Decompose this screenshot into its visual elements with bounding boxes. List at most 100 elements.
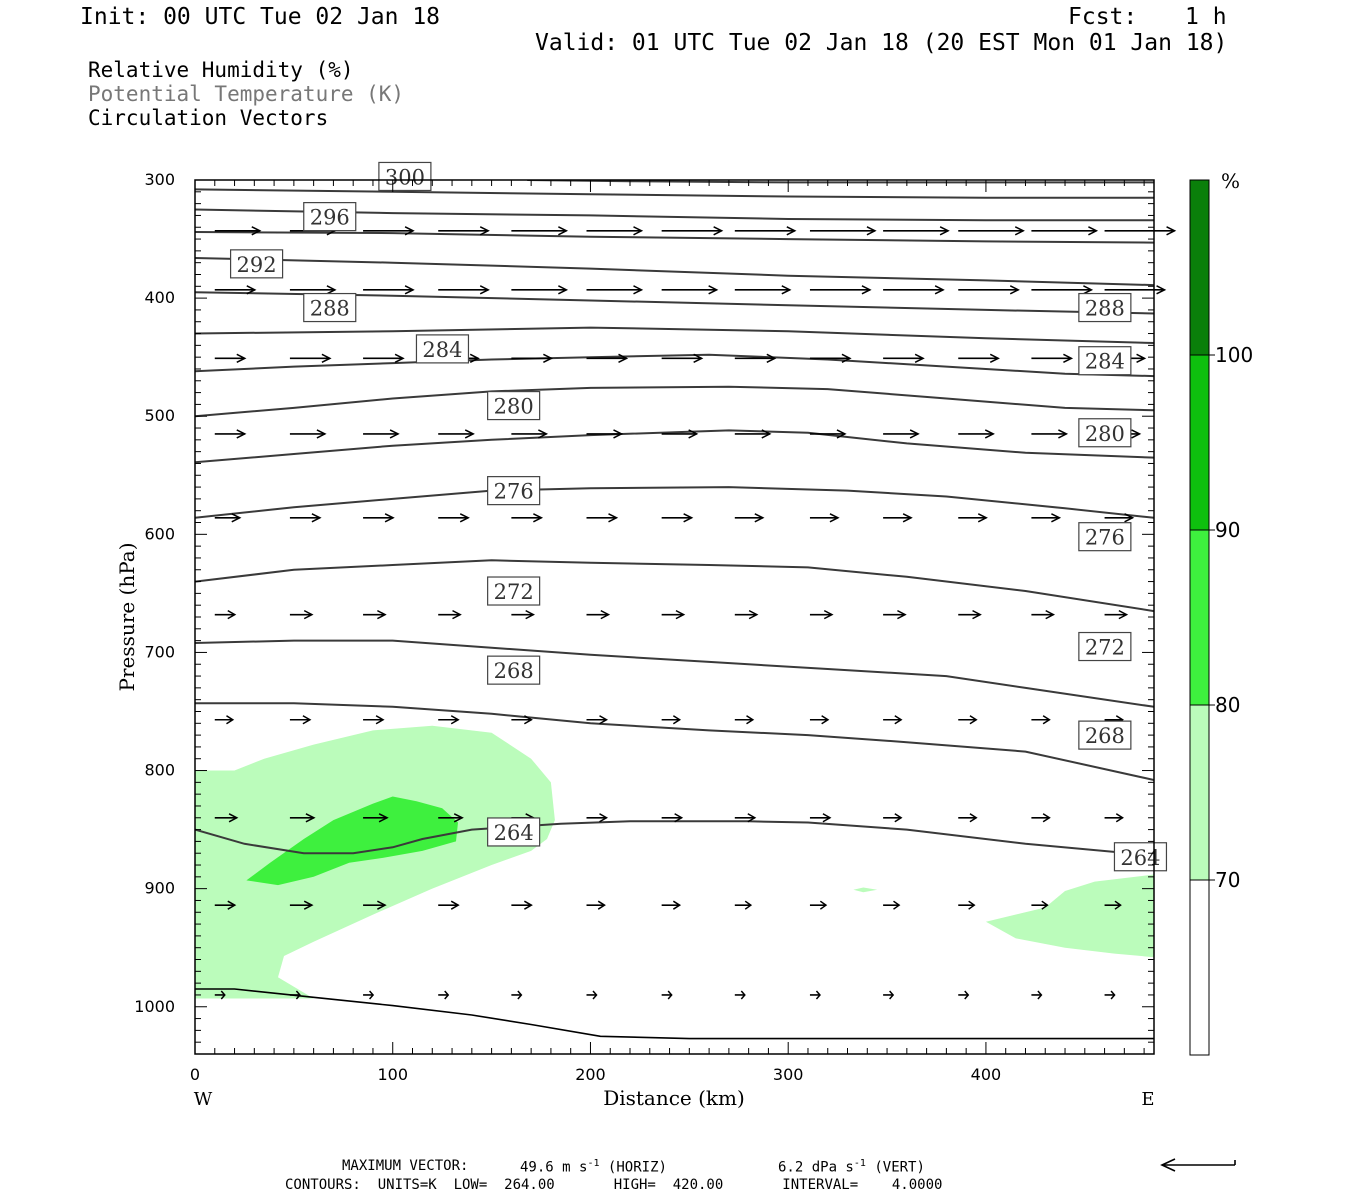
circulation-vector [586,715,609,725]
max-horiz-value: 49.6 m s [520,1159,588,1176]
circulation-vector [511,226,569,236]
circulation-vector [1031,609,1056,620]
contour-label-text: 288 [1085,297,1125,321]
y-tick-label: 400 [144,288,175,307]
circulation-vector [586,353,629,364]
contour-label: 276 [487,476,541,506]
circulation-vector [289,513,322,523]
rh-region-70-80 [195,725,555,999]
colorbar-segment [1189,704,1210,881]
colorbar-level-label: 90 [1215,518,1240,542]
x-axis-label: Distance (km) [603,1086,745,1110]
circulation-vector [809,226,877,236]
x-tick-label: 100 [377,1065,408,1084]
y-tick-label: 1000 [134,997,175,1016]
circulation-vector [1031,226,1099,236]
theta-contour-284 [195,429,1154,464]
colorbar-unit: % [1221,169,1240,193]
circulation-vector [1031,285,1094,295]
circulation-vector [883,353,925,364]
circulation-vector [438,990,450,1000]
theta-contour-292 [195,353,1154,378]
circulation-vector [883,285,945,295]
circulation-vector [809,990,821,1000]
circulation-vector [586,990,598,1000]
contour-label: 284 [415,334,470,364]
circulation-vector [883,609,907,620]
x-tick-label: 400 [971,1065,1002,1084]
circulation-vector [214,353,247,364]
circulation-vector [809,513,840,523]
circulation-vector [511,715,533,725]
valid-time: Valid: 01 UTC Tue 02 Jan 18 (20 EST Mon … [535,30,1228,56]
circulation-vector [438,513,470,523]
circulation-vector [809,429,847,439]
circulation-vector [661,353,704,364]
contour-label: 280 [1078,418,1132,448]
init-time: Init: 00 UTC Tue 02 Jan 18 [80,4,441,30]
circulation-vector [958,990,970,1000]
circulation-vector [289,990,301,1000]
circulation-vector [438,429,475,439]
circulation-vector [586,609,611,620]
circulation-vector [363,900,387,910]
circulation-vector [511,353,554,364]
circulation-vector [958,353,1000,364]
circulation-vector [363,513,395,523]
circulation-vector [586,226,644,236]
circulation-vector [883,813,903,823]
max-vector-reference-arrow [1160,1158,1236,1172]
max-vert-unit: (VERT) [874,1159,925,1176]
colorbar-segment [1189,179,1210,356]
humidity-fill-layer [195,725,1154,999]
circulation-vector [661,715,682,725]
circulation-vector [734,429,772,439]
axis-layer: 300 400 500 600 700 800 900 1000 0 100 200 300 400 [134,170,1155,1084]
circulation-vector [363,285,415,295]
contour-label: 264 [487,817,541,847]
rh-region-70-80 [853,887,878,893]
circulation-vector [1031,353,1074,364]
theta-contour [195,231,1154,244]
circulation-vector [438,226,490,236]
circulation-vector [363,990,375,1000]
contour-label: 292 [229,249,284,279]
circulation-vector [734,513,765,523]
circulation-vector [1031,715,1051,725]
circulation-vector [289,609,314,620]
colorbar-segment [1189,529,1210,706]
y-tick-label: 800 [144,761,175,780]
circulation-vector [1104,226,1177,236]
circulation-vector [438,609,462,620]
circulation-vector [958,609,982,620]
contour-label: 284 [1078,346,1132,376]
circulation-vector [1104,990,1116,1000]
circulation-vector [438,900,460,910]
contour-label: 296 [303,202,357,232]
circulation-vector [363,813,389,823]
contour-label: 300 [378,161,432,192]
circulation-vector [883,715,903,725]
circulation-vector [661,226,724,236]
contour-info: CONTOURS: UNITS=K LOW= 264.00 HIGH= 420.… [285,1177,943,1193]
circulation-vector [958,429,995,439]
circulation-vector [214,285,257,295]
circulation-vector [809,715,830,725]
contour-label: 272 [1078,631,1132,662]
contour-label-text: 264 [494,821,534,845]
circulation-vector [661,285,719,295]
circulation-vector [883,429,920,439]
circulation-vector [661,990,673,1000]
theta-contour-268 [195,702,1154,781]
theta-contour [195,257,1154,287]
circulation-vector [883,513,913,523]
circulation-vector [958,900,976,910]
contour-label-text: 276 [1085,526,1125,550]
theta-contour-288 [195,385,1154,418]
theta-contour [195,208,1154,222]
colorbar-segment [1189,354,1210,531]
circulation-vector [586,813,609,823]
legend-rh: Relative Humidity (%) [88,58,354,82]
circulation-vector [363,715,385,725]
